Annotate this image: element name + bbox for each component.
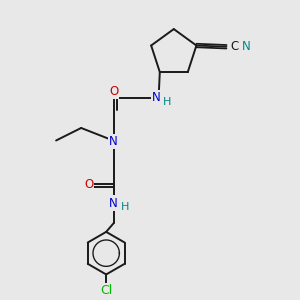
Text: O: O [84,178,93,191]
Text: Cl: Cl [100,284,112,297]
Text: C: C [230,40,238,53]
Text: H: H [163,97,172,107]
Text: O: O [109,85,118,98]
Text: N: N [109,135,118,148]
Text: N: N [109,196,118,210]
Text: N: N [152,92,161,104]
Text: H: H [121,202,129,212]
Text: N: N [242,40,251,53]
